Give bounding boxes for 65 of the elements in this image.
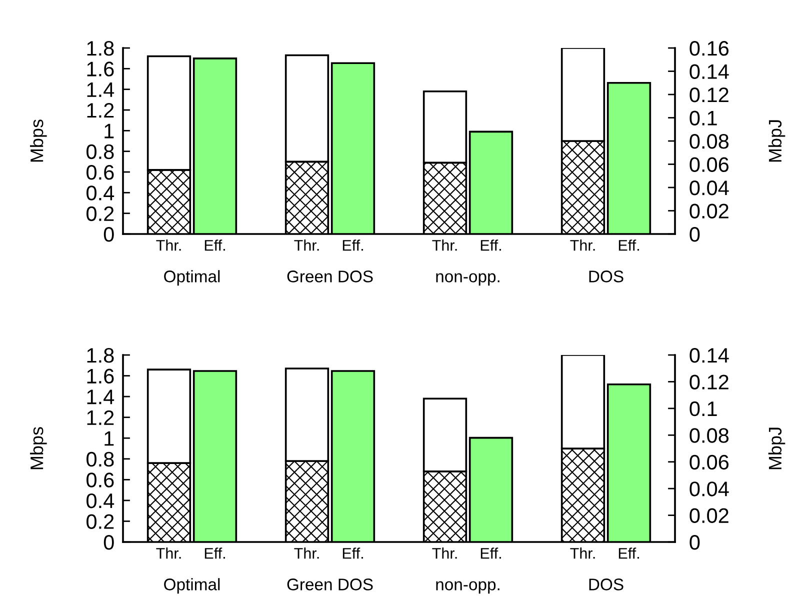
y-tick-label: 0.6	[86, 472, 114, 488]
y2-tick-label: 0.04	[690, 482, 729, 496]
y-tick-label: 0.4	[86, 186, 114, 200]
x-tick-label: Eff.	[204, 240, 225, 251]
y-tick-label: 0.8	[86, 452, 114, 467]
y-tick-label: 0.8	[86, 144, 114, 160]
y-tick-label: 1.6	[87, 368, 114, 384]
y2-tick-label: 0	[690, 227, 700, 242]
y2-tick-label: 0.02	[690, 204, 728, 219]
x-tick-label: Eff.	[480, 548, 501, 559]
y2-axis-title: MbpJ	[768, 120, 786, 162]
x-tick-label: Thr.	[570, 548, 595, 559]
x-tick-label: Eff.	[480, 240, 501, 251]
x-tick-label: Thr.	[294, 548, 319, 559]
y2-tick-label: 0.02	[690, 508, 728, 524]
y-axis-title: Mbps	[30, 120, 47, 162]
x-tick-label: Thr.	[432, 240, 457, 251]
y-tick-label: 1.8	[87, 348, 114, 363]
text: Green DOS	[287, 270, 373, 282]
y-tick-label: 0.6	[86, 165, 114, 180]
text: Optimal	[164, 578, 220, 594]
y2-tick-label: 0.06	[690, 454, 729, 470]
y-tick-label: 1.2	[87, 410, 114, 425]
y-axis-title: Mbps	[30, 427, 47, 470]
text: non-opp.	[436, 273, 500, 286]
y-tick-label: 0	[104, 227, 114, 242]
x-tick-label: Eff.	[204, 548, 225, 559]
y-tick-label: 0.2	[86, 514, 114, 529]
y2-tick-label: 0.14	[690, 348, 729, 363]
y-tick-label: 1.4	[87, 82, 114, 97]
y-tick-label: 1.2	[87, 103, 114, 118]
y2-tick-label: 0.06	[690, 157, 729, 172]
y2-tick-label: 0.12	[690, 374, 728, 390]
y2-tick-label: 0.1	[690, 110, 717, 126]
y2-tick-label: 0.04	[690, 180, 729, 196]
y-tick-label: 1.8	[87, 41, 114, 56]
y-tick-label: 1.4	[87, 390, 114, 404]
text: DOS	[589, 578, 624, 590]
text: DOS	[589, 270, 624, 282]
x-tick-label: Eff.	[618, 240, 639, 251]
x-tick-label: Thr.	[294, 240, 319, 251]
y2-axis-title: MbpJ	[768, 428, 786, 470]
y-tick-label: 1	[104, 431, 114, 446]
y2-tick-label: 0.12	[690, 88, 728, 102]
x-tick-label: Eff.	[342, 240, 363, 251]
text: Green DOS	[287, 578, 373, 590]
x-tick-label: Eff.	[618, 548, 639, 559]
text: Optimal	[164, 270, 220, 286]
y-tick-label: 0.4	[86, 493, 114, 508]
text: non-opp.	[436, 581, 500, 594]
y2-tick-label: 0	[690, 535, 700, 550]
y2-tick-label: 0.14	[690, 64, 729, 80]
x-tick-label: Thr.	[570, 240, 595, 251]
y-tick-label: 1.6	[87, 62, 114, 76]
x-tick-label: Thr.	[156, 548, 181, 559]
x-tick-label: Thr.	[432, 548, 457, 559]
y-tick-label: 0.2	[86, 206, 114, 222]
y2-tick-label: 0.08	[690, 428, 729, 443]
y2-tick-label: 0.16	[690, 41, 729, 56]
y-tick-label: 1	[104, 124, 114, 138]
x-tick-label: Thr.	[156, 240, 181, 251]
y2-tick-label: 0.08	[690, 134, 729, 149]
y-tick-label: 0	[104, 535, 114, 550]
y2-tick-label: 0.1	[690, 401, 717, 416]
x-tick-label: Eff.	[342, 548, 363, 559]
